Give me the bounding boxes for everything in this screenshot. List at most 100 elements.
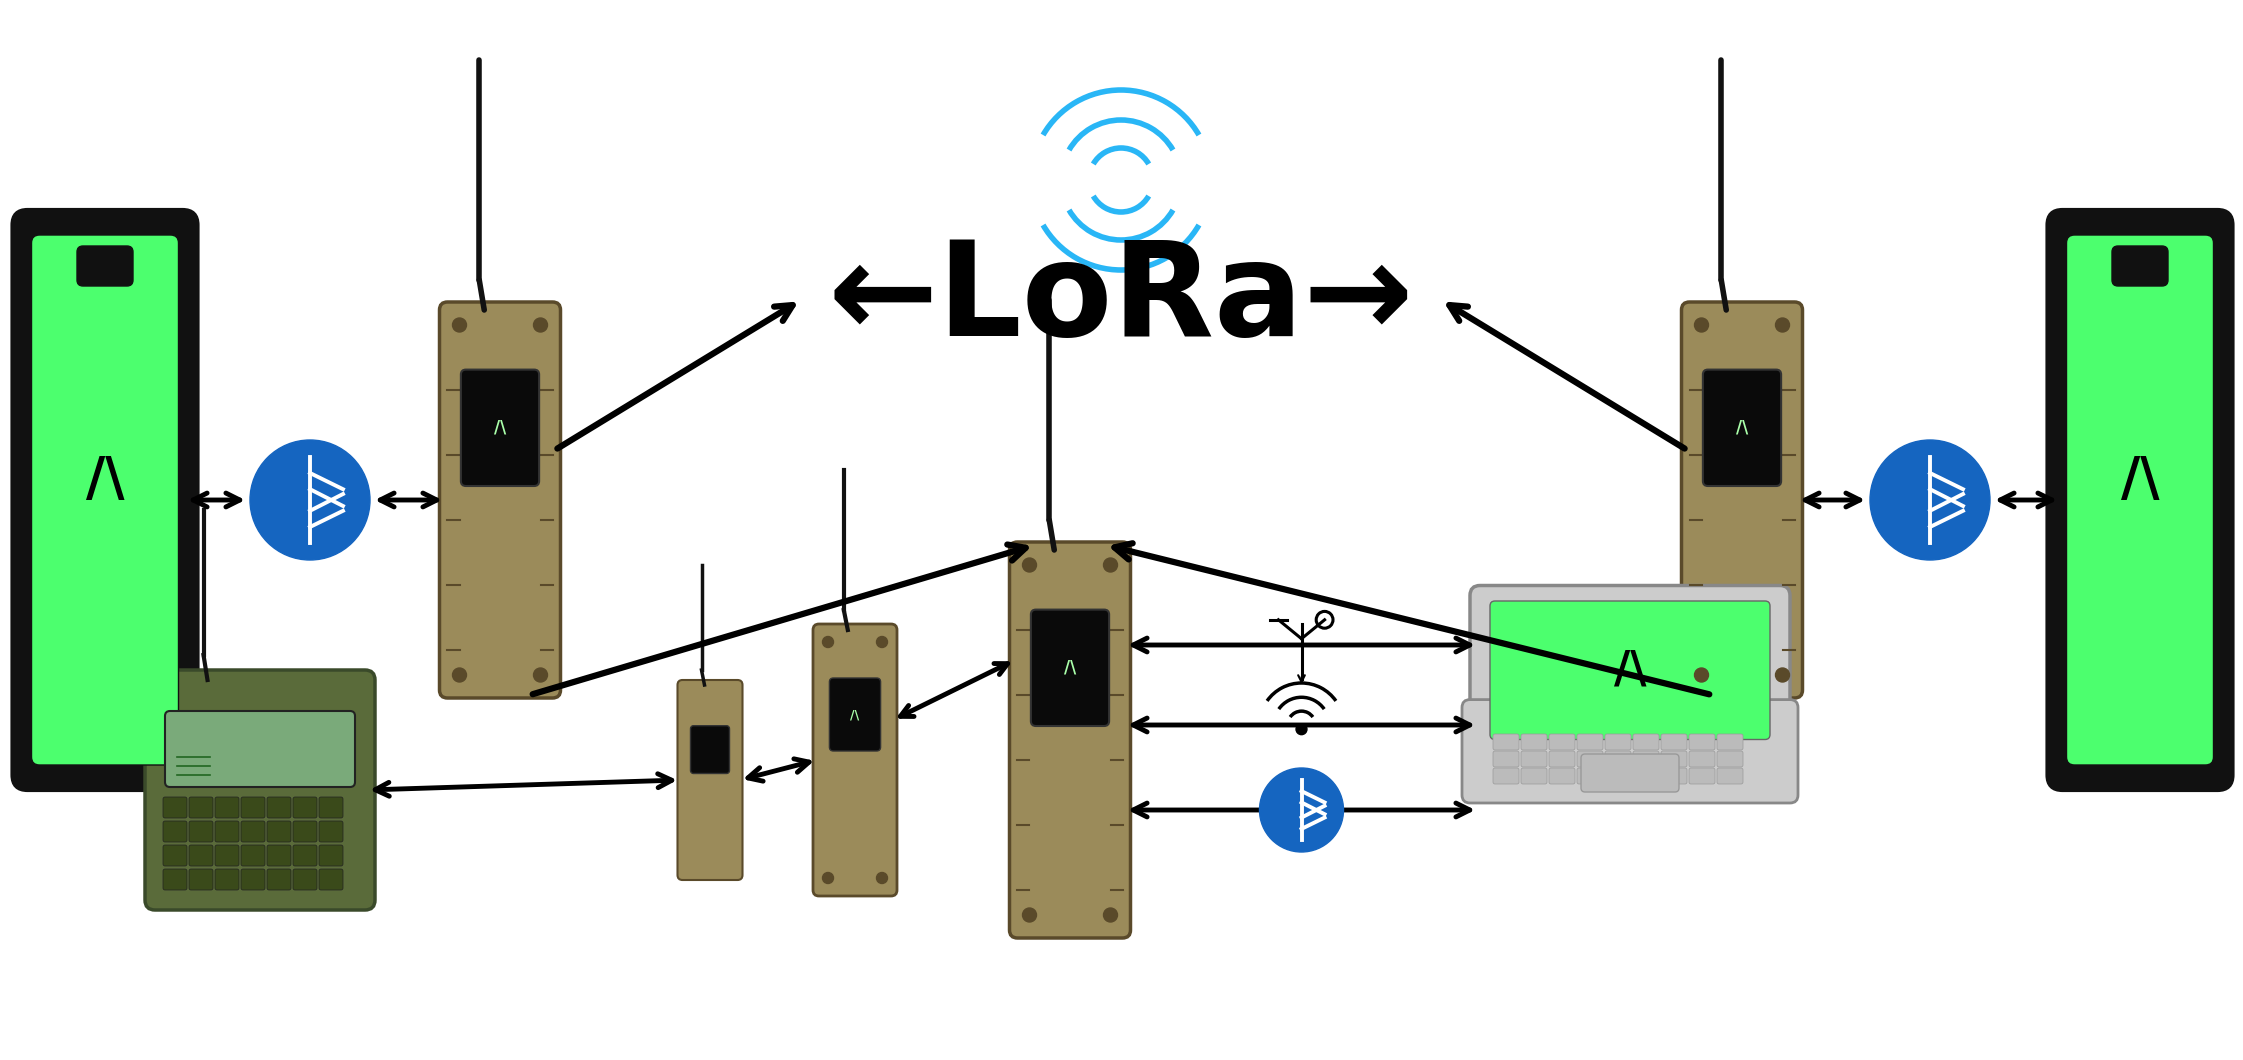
FancyBboxPatch shape xyxy=(1716,734,1743,750)
FancyBboxPatch shape xyxy=(1489,601,1770,740)
FancyBboxPatch shape xyxy=(2048,210,2232,790)
FancyBboxPatch shape xyxy=(1716,768,1743,784)
FancyBboxPatch shape xyxy=(1606,734,1631,750)
FancyBboxPatch shape xyxy=(319,822,343,842)
FancyBboxPatch shape xyxy=(294,797,316,818)
FancyBboxPatch shape xyxy=(215,869,240,890)
FancyBboxPatch shape xyxy=(188,797,213,818)
Text: ←LoRa→: ←LoRa→ xyxy=(828,236,1415,364)
Circle shape xyxy=(1261,768,1344,852)
FancyBboxPatch shape xyxy=(1662,768,1687,784)
FancyBboxPatch shape xyxy=(164,822,186,842)
FancyBboxPatch shape xyxy=(294,869,316,890)
Circle shape xyxy=(453,668,467,682)
Circle shape xyxy=(823,872,834,883)
FancyBboxPatch shape xyxy=(240,822,265,842)
FancyBboxPatch shape xyxy=(319,797,343,818)
Text: /\: /\ xyxy=(1613,649,1646,692)
FancyBboxPatch shape xyxy=(146,670,375,909)
FancyBboxPatch shape xyxy=(440,302,561,697)
Circle shape xyxy=(1023,908,1036,922)
FancyBboxPatch shape xyxy=(812,624,897,896)
FancyBboxPatch shape xyxy=(1606,768,1631,784)
FancyBboxPatch shape xyxy=(76,246,132,286)
FancyBboxPatch shape xyxy=(13,210,197,790)
FancyBboxPatch shape xyxy=(1702,370,1781,485)
FancyBboxPatch shape xyxy=(1662,750,1687,767)
FancyBboxPatch shape xyxy=(1521,734,1548,750)
FancyBboxPatch shape xyxy=(31,235,179,765)
FancyBboxPatch shape xyxy=(215,797,240,818)
FancyBboxPatch shape xyxy=(267,822,292,842)
FancyBboxPatch shape xyxy=(1009,542,1130,938)
FancyBboxPatch shape xyxy=(1550,734,1575,750)
FancyBboxPatch shape xyxy=(1469,585,1790,755)
Circle shape xyxy=(1871,440,1990,560)
FancyBboxPatch shape xyxy=(188,869,213,890)
FancyBboxPatch shape xyxy=(294,822,316,842)
FancyBboxPatch shape xyxy=(2066,235,2214,765)
FancyBboxPatch shape xyxy=(1577,768,1604,784)
FancyBboxPatch shape xyxy=(319,869,343,890)
Circle shape xyxy=(249,440,370,560)
FancyBboxPatch shape xyxy=(460,370,538,485)
FancyBboxPatch shape xyxy=(1716,750,1743,767)
FancyBboxPatch shape xyxy=(1682,302,1803,697)
FancyBboxPatch shape xyxy=(830,678,881,750)
Text: /\: /\ xyxy=(850,708,859,721)
Circle shape xyxy=(823,636,834,648)
FancyBboxPatch shape xyxy=(1581,754,1680,792)
FancyBboxPatch shape xyxy=(1689,734,1716,750)
FancyBboxPatch shape xyxy=(215,822,240,842)
Circle shape xyxy=(534,318,547,332)
Circle shape xyxy=(1104,908,1117,922)
Circle shape xyxy=(1776,318,1790,332)
FancyBboxPatch shape xyxy=(2113,246,2169,286)
FancyBboxPatch shape xyxy=(267,845,292,866)
Circle shape xyxy=(877,636,888,648)
FancyBboxPatch shape xyxy=(215,845,240,866)
FancyBboxPatch shape xyxy=(240,845,265,866)
FancyBboxPatch shape xyxy=(1550,768,1575,784)
FancyBboxPatch shape xyxy=(166,711,354,787)
FancyBboxPatch shape xyxy=(1606,750,1631,767)
FancyBboxPatch shape xyxy=(1577,750,1604,767)
FancyBboxPatch shape xyxy=(1633,734,1660,750)
FancyBboxPatch shape xyxy=(319,845,343,866)
FancyBboxPatch shape xyxy=(1494,750,1519,767)
FancyBboxPatch shape xyxy=(1689,768,1716,784)
Circle shape xyxy=(877,872,888,883)
Circle shape xyxy=(1693,668,1709,682)
FancyBboxPatch shape xyxy=(164,869,186,890)
Text: /\: /\ xyxy=(85,454,123,506)
FancyBboxPatch shape xyxy=(1633,750,1660,767)
FancyBboxPatch shape xyxy=(267,797,292,818)
Text: /\: /\ xyxy=(1736,419,1747,437)
Text: /\: /\ xyxy=(2120,454,2160,506)
FancyBboxPatch shape xyxy=(1577,734,1604,750)
FancyBboxPatch shape xyxy=(1662,734,1687,750)
FancyBboxPatch shape xyxy=(164,797,186,818)
FancyBboxPatch shape xyxy=(677,681,742,880)
Circle shape xyxy=(1693,318,1709,332)
FancyBboxPatch shape xyxy=(1521,768,1548,784)
FancyBboxPatch shape xyxy=(188,822,213,842)
Circle shape xyxy=(1104,558,1117,572)
FancyBboxPatch shape xyxy=(267,869,292,890)
FancyBboxPatch shape xyxy=(1550,750,1575,767)
FancyBboxPatch shape xyxy=(240,869,265,890)
Text: /\: /\ xyxy=(1063,659,1077,676)
FancyBboxPatch shape xyxy=(188,845,213,866)
FancyBboxPatch shape xyxy=(1462,700,1799,803)
Circle shape xyxy=(453,318,467,332)
FancyBboxPatch shape xyxy=(1633,768,1660,784)
FancyBboxPatch shape xyxy=(1494,768,1519,784)
FancyBboxPatch shape xyxy=(1689,750,1716,767)
FancyBboxPatch shape xyxy=(294,845,316,866)
FancyBboxPatch shape xyxy=(1032,610,1108,726)
FancyBboxPatch shape xyxy=(164,845,186,866)
Circle shape xyxy=(534,668,547,682)
FancyBboxPatch shape xyxy=(1521,750,1548,767)
Circle shape xyxy=(1776,668,1790,682)
FancyBboxPatch shape xyxy=(240,797,265,818)
